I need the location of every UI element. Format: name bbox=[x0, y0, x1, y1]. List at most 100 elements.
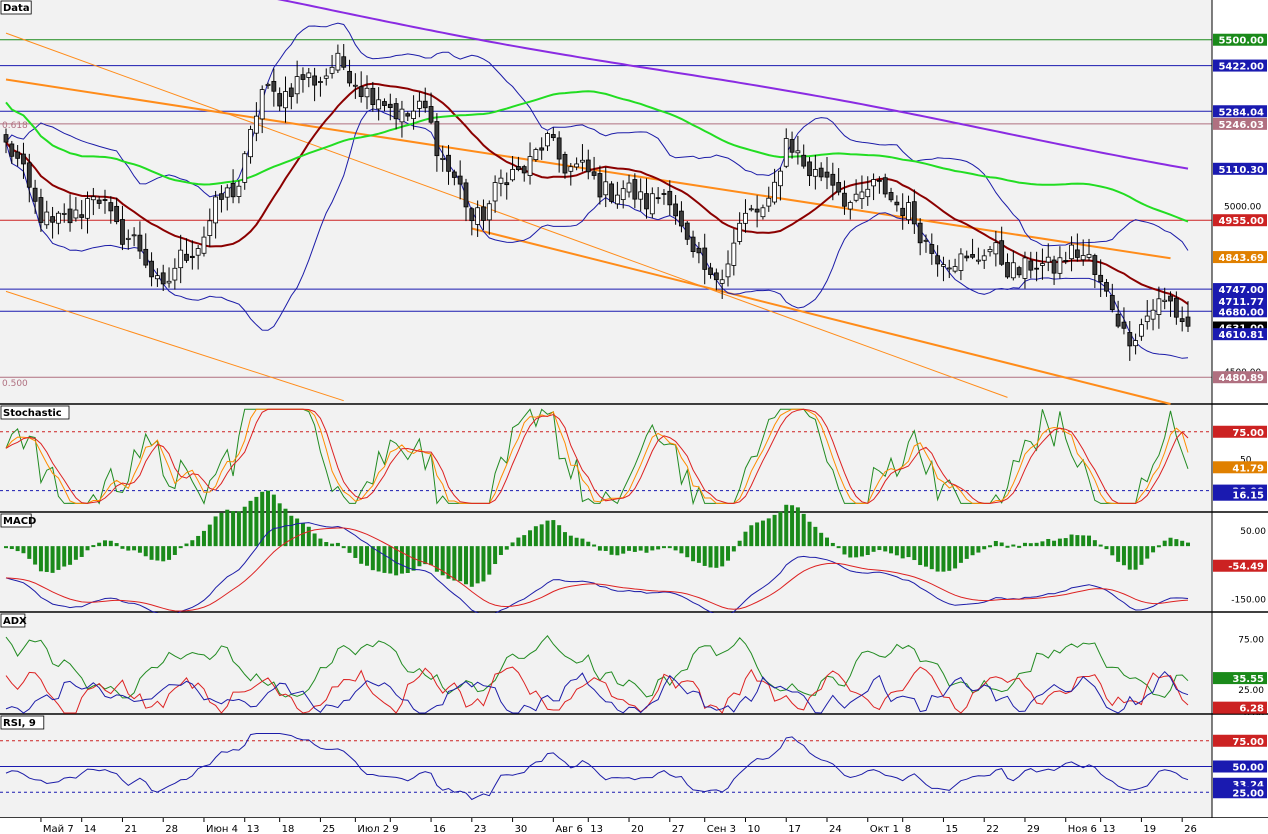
candle-down bbox=[387, 103, 393, 108]
candle-down bbox=[38, 197, 44, 223]
macd-histogram-bar bbox=[15, 546, 20, 552]
macd-histogram-bar bbox=[953, 546, 958, 569]
macd-histogram-bar bbox=[1162, 540, 1167, 547]
candle-down bbox=[684, 222, 690, 240]
macd-histogram-bar bbox=[429, 546, 434, 566]
candle-down bbox=[585, 159, 591, 173]
time-axis-label: 13 bbox=[1103, 824, 1116, 834]
candle-down bbox=[1098, 274, 1104, 283]
adx-tick-label: 75.00 bbox=[1238, 635, 1264, 645]
price-badge: 4711.77 bbox=[1218, 297, 1264, 308]
candle-down bbox=[1173, 297, 1179, 318]
macd-histogram-bar bbox=[976, 546, 981, 553]
macd-histogram-bar bbox=[819, 532, 824, 547]
panel-label: ADX bbox=[3, 616, 27, 627]
macd-histogram-bar bbox=[562, 532, 567, 547]
price-badge-bg bbox=[1213, 251, 1267, 264]
candle-up bbox=[1086, 253, 1092, 258]
macd-histogram-bar bbox=[190, 540, 195, 547]
macd-histogram-bar bbox=[4, 546, 8, 549]
macd-histogram-bar bbox=[493, 546, 498, 565]
macd-histogram-bar bbox=[9, 546, 14, 550]
time-axis-label: 29 bbox=[1027, 824, 1040, 834]
candle-down bbox=[108, 202, 114, 212]
candle-down bbox=[1109, 294, 1115, 311]
macd-badge-bg bbox=[1213, 559, 1267, 572]
macd-histogram-bar bbox=[1133, 546, 1138, 570]
candle-down bbox=[160, 272, 166, 285]
candle-up bbox=[166, 280, 172, 284]
macd-histogram-bar bbox=[207, 524, 212, 547]
candle-up bbox=[748, 208, 754, 211]
stoch-plot-area bbox=[0, 405, 1212, 512]
candle-up bbox=[329, 66, 335, 74]
macd-histogram-bar bbox=[726, 546, 731, 561]
time-axis-label: 27 bbox=[672, 824, 685, 834]
macd-histogram-bar bbox=[1156, 545, 1161, 548]
price-badge-bg bbox=[1213, 294, 1267, 307]
candle-up bbox=[253, 115, 259, 134]
candle-down bbox=[696, 247, 702, 254]
candle-down bbox=[1051, 259, 1057, 274]
candle-down bbox=[1092, 255, 1098, 275]
time-axis-label: 13 bbox=[247, 824, 260, 834]
macd-histogram-bar bbox=[842, 546, 847, 555]
candle-up bbox=[533, 149, 539, 161]
candle-down bbox=[26, 162, 32, 188]
macd-histogram-bar bbox=[335, 542, 340, 547]
price-badge: 4610.81 bbox=[1218, 330, 1264, 341]
candle-up bbox=[766, 197, 772, 207]
candle-down bbox=[370, 87, 376, 106]
candle-down bbox=[469, 208, 475, 222]
candle-down bbox=[393, 103, 399, 120]
candle-up bbox=[614, 194, 620, 205]
candle-down bbox=[562, 153, 568, 174]
macd-histogram-bar bbox=[824, 537, 829, 547]
candle-up bbox=[498, 177, 504, 184]
macd-histogram-bar bbox=[126, 546, 131, 551]
candle-down bbox=[667, 190, 673, 206]
time-axis-label: Сен 3 bbox=[707, 824, 736, 834]
macd-histogram-bar bbox=[947, 546, 952, 571]
macd-histogram-bar bbox=[440, 546, 445, 576]
price-badge-bg bbox=[1213, 162, 1267, 175]
rsi-badge: 33.24 bbox=[1232, 780, 1264, 791]
candle-up bbox=[335, 52, 341, 71]
macd-histogram-bar bbox=[906, 546, 911, 558]
price-badge: 5246.03 bbox=[1218, 120, 1264, 131]
candle-up bbox=[1045, 256, 1051, 263]
candle-up bbox=[946, 267, 952, 270]
candle-down bbox=[661, 193, 667, 195]
macd-histogram-bar bbox=[161, 546, 166, 562]
macd-histogram-bar bbox=[929, 546, 934, 570]
candle-down bbox=[515, 166, 521, 170]
macd-histogram-bar bbox=[574, 537, 579, 547]
candle-down bbox=[900, 207, 906, 216]
macd-histogram-bar bbox=[621, 546, 626, 554]
candle-down bbox=[894, 201, 900, 206]
macd-histogram-bar bbox=[580, 538, 585, 547]
macd-histogram-bar bbox=[353, 546, 358, 558]
macd-histogram-bar bbox=[108, 540, 113, 547]
time-axis-label: 20 bbox=[631, 824, 644, 834]
candle-down bbox=[882, 177, 888, 195]
macd-histogram-bar bbox=[236, 511, 241, 547]
adx-di-minus-line bbox=[5, 666, 1189, 714]
candle-down bbox=[277, 93, 283, 107]
macd-histogram-bar bbox=[260, 491, 265, 547]
candle-down bbox=[644, 193, 649, 210]
macd-histogram-bar bbox=[458, 546, 463, 582]
adx-axis-area bbox=[1212, 613, 1268, 714]
macd-histogram-bar bbox=[1063, 538, 1068, 547]
macd-histogram-bar bbox=[196, 535, 201, 547]
candle-up bbox=[760, 207, 766, 218]
macd-histogram-bar bbox=[330, 543, 335, 547]
time-axis-label: 14 bbox=[84, 824, 97, 834]
macd-histogram-bar bbox=[295, 518, 300, 547]
fib-level-label: 0.618 bbox=[2, 121, 28, 131]
macd-histogram-bar bbox=[865, 546, 870, 555]
candle-down bbox=[96, 199, 102, 204]
macd-histogram-bar bbox=[667, 546, 672, 549]
candle-up bbox=[719, 279, 725, 284]
